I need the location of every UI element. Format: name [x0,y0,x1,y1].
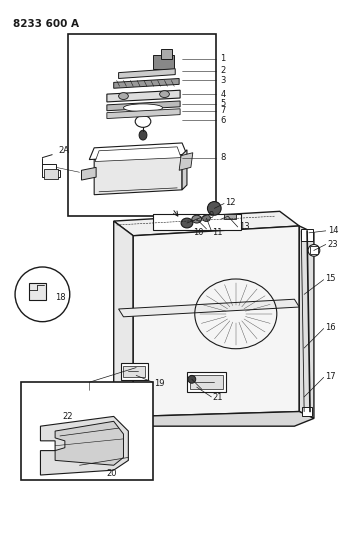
Polygon shape [55,421,123,465]
Ellipse shape [135,116,151,127]
Bar [224,214,236,219]
Polygon shape [107,109,180,118]
Ellipse shape [308,245,320,256]
Text: 2: 2 [220,66,225,75]
Text: 7: 7 [220,106,225,115]
Ellipse shape [181,218,193,228]
Ellipse shape [192,215,202,223]
Bar [187,373,226,392]
Text: 9: 9 [208,211,214,220]
Bar [153,55,174,69]
Text: 17: 17 [325,372,335,381]
Text: 4: 4 [220,90,225,99]
Ellipse shape [123,104,163,112]
Polygon shape [133,226,299,416]
Ellipse shape [203,215,210,222]
Ellipse shape [139,130,147,140]
Text: 18: 18 [55,293,66,302]
Text: 1: 1 [220,54,225,63]
Text: 10: 10 [193,228,203,237]
Bar [29,282,46,300]
Polygon shape [114,211,299,236]
Bar [68,34,216,216]
Text: 23: 23 [328,240,338,249]
Bar [121,362,148,380]
Polygon shape [94,155,182,195]
Text: 12: 12 [225,198,236,207]
Text: 6: 6 [220,116,225,125]
Text: 8233 600 A: 8233 600 A [13,19,79,29]
Polygon shape [89,143,187,159]
Text: 2A: 2A [58,146,69,155]
Polygon shape [114,411,314,426]
Polygon shape [42,165,60,177]
Ellipse shape [188,375,196,383]
Text: 16: 16 [325,323,335,332]
Polygon shape [107,101,180,111]
Bar [190,375,223,389]
Text: 15: 15 [325,274,335,283]
Polygon shape [182,150,187,190]
Polygon shape [40,416,129,475]
Polygon shape [119,69,175,78]
Text: 20: 20 [107,469,117,478]
Bar [301,229,313,240]
Bar [160,49,172,59]
Ellipse shape [119,93,129,100]
Text: 13: 13 [239,222,249,231]
Ellipse shape [207,201,221,215]
Ellipse shape [159,91,169,98]
Polygon shape [95,147,181,161]
Bar [21,382,153,480]
Text: 19: 19 [154,379,164,387]
Text: 11: 11 [212,228,223,237]
Text: 14: 14 [328,227,338,236]
Bar [44,169,58,179]
Bar [153,214,241,230]
Polygon shape [82,167,96,180]
Bar [302,407,312,416]
Text: 5: 5 [220,99,225,108]
Polygon shape [114,78,179,88]
Bar [123,366,145,377]
Text: 22: 22 [62,412,72,421]
Text: 3: 3 [220,76,225,85]
Text: 21: 21 [212,393,223,402]
Polygon shape [114,221,133,416]
Text: 8: 8 [220,153,225,162]
Polygon shape [299,226,314,418]
Polygon shape [179,153,193,171]
Bar [310,246,318,254]
Polygon shape [119,299,299,317]
Polygon shape [107,90,180,102]
